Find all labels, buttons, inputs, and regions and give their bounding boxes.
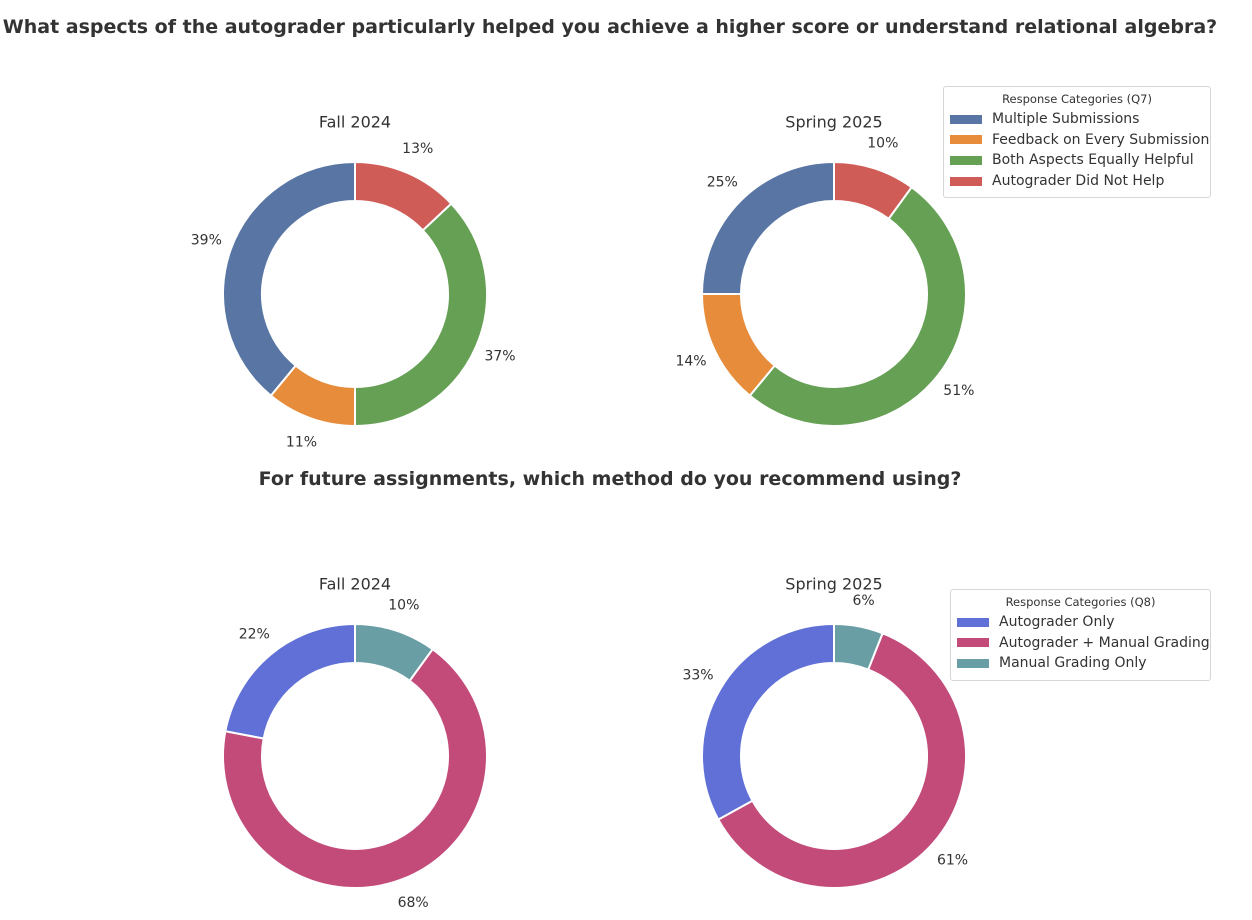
legend-item-autograder-only: Autograder Only (957, 612, 1204, 633)
legend-item-autograder-did-not-help: Autograder Did Not Help (950, 171, 1204, 192)
legend-q8: Response Categories (Q8) Autograder Only… (950, 589, 1211, 681)
slice-value-label: 10% (388, 598, 419, 614)
donut-chart-q8-spring-2025: 33% 61% 6%Spring 2025 (682, 575, 968, 889)
slice-value-label: 61% (937, 852, 968, 868)
legend-label: Both Aspects Equally Helpful (992, 152, 1194, 169)
donut-slice-manual-grading-only (833, 622, 884, 671)
q7-section-title: What aspects of the autograder particula… (2, 16, 1218, 38)
donut-slice-both-aspects-equally-helpful (354, 202, 488, 428)
legend-label: Multiple Submissions (992, 111, 1140, 128)
legend-label: Autograder Did Not Help (992, 173, 1165, 190)
donut-chart-q8-fall-2024: 22% 68% 10% Fall 2024 (222, 575, 488, 911)
donut-slice-autograder-plus-manual-grading (222, 647, 488, 889)
donut-slice-autograder-did-not-help (354, 160, 453, 232)
legend-item-manual-grading-only: Manual Grading Only (957, 653, 1204, 674)
legend-item-multiple-submissions: Multiple Submissions (950, 109, 1204, 130)
legend-label: Autograder + Manual Grading (999, 634, 1210, 651)
legend-swatch (957, 658, 989, 668)
slice-value-label: 14% (675, 353, 706, 369)
legend-label: Autograder Only (999, 614, 1115, 631)
chart-title: Fall 2024 (319, 575, 391, 594)
legend-swatch (957, 617, 989, 627)
chart-title: Fall 2024 (319, 113, 391, 132)
legend-swatch (950, 114, 982, 124)
donut-slice-manual-grading-only (354, 622, 434, 683)
slice-value-label: 6% (852, 593, 874, 609)
legend-title: Response Categories (Q8) (1005, 595, 1156, 609)
slice-value-label: 51% (943, 383, 974, 399)
slice-value-label: 39% (191, 232, 222, 248)
q8-section-title: For future assignments, which method do … (258, 468, 962, 490)
donut-slice-multiple-submissions (222, 160, 356, 398)
legend-swatch (950, 135, 982, 145)
slice-value-label: 68% (398, 895, 429, 911)
legend-item-both-aspects-equally-helpful: Both Aspects Equally Helpful (950, 150, 1204, 171)
slice-value-label: 10% (867, 136, 898, 152)
legend-item-autograder-plus-manual-grading: Autograder + Manual Grading (957, 633, 1210, 654)
slice-value-label: 25% (707, 174, 738, 190)
slice-value-label: 13% (402, 141, 433, 157)
donut-slice-autograder-plus-manual-grading (716, 631, 967, 889)
chart-title: Spring 2025 (785, 575, 882, 594)
legend-item-feedback-on-every-submission: Feedback on Every Submission (950, 130, 1209, 151)
legend-label: Feedback on Every Submission (992, 131, 1210, 148)
slice-value-label: 22% (239, 626, 270, 642)
donut-slice-autograder-did-not-help (833, 160, 913, 221)
donut-slice-autograder-only (701, 622, 835, 821)
slice-value-label: 33% (682, 668, 713, 684)
slice-value-label: 37% (484, 349, 515, 365)
chart-title: Spring 2025 (785, 113, 882, 132)
donut-slice-both-aspects-equally-helpful (748, 185, 967, 427)
donut-chart-q7-spring-2025: 25% 14% 51% 10% Spring 2025 (675, 113, 974, 427)
legend-swatch (950, 176, 982, 186)
legend-q7: Response Categories (Q7) Multiple Submis… (943, 86, 1211, 199)
legend-swatch (957, 638, 989, 648)
legend-swatch (950, 155, 982, 165)
slice-value-label: 11% (286, 435, 317, 451)
donut-chart-q7-fall-2024: 39% 11% 37% 13% Fall 2024 (191, 113, 516, 451)
legend-label: Manual Grading Only (999, 655, 1147, 672)
legend-title: Response Categories (Q7) (1002, 92, 1152, 106)
